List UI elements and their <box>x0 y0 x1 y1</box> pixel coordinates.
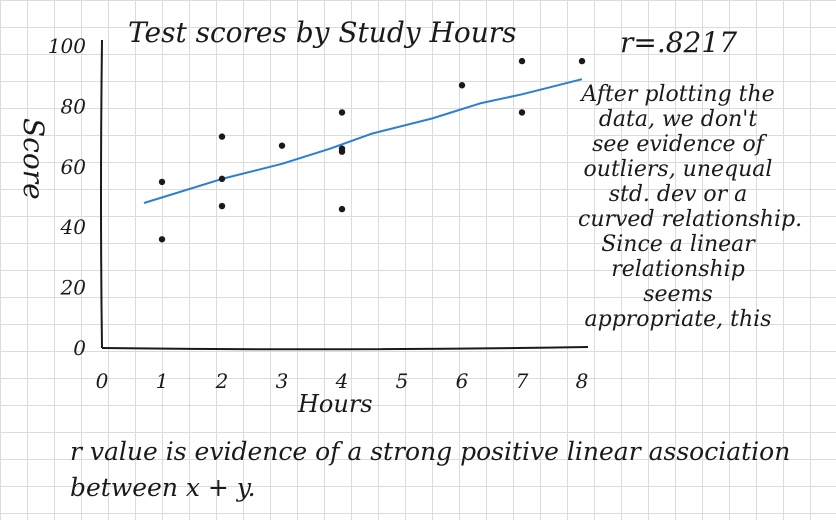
x-tick-label: 6 <box>456 369 469 393</box>
note-line: std. dev or a <box>608 182 748 207</box>
note-line: After plotting the <box>581 82 775 107</box>
note-line: relationship <box>611 257 745 282</box>
y-tick-label: 20 <box>60 276 87 300</box>
x-tick-label: 8 <box>576 369 589 393</box>
x-tick-label: 1 <box>156 369 169 393</box>
data-points <box>158 57 586 243</box>
x-tick-label: 0 <box>96 369 109 393</box>
note-line: appropriate, this <box>584 307 772 332</box>
data-point <box>338 205 346 213</box>
data-point <box>518 109 526 116</box>
data-point <box>458 82 466 89</box>
r-value-annotation: r=.8217 <box>620 26 738 59</box>
x-axis-label: Hours <box>298 390 373 418</box>
data-point <box>518 57 526 65</box>
y-tick-label: 0 <box>73 336 86 360</box>
x-tick-label: 7 <box>516 369 529 393</box>
data-point <box>578 57 586 65</box>
note-line: data, we don't <box>598 107 758 132</box>
y-tick-label: 60 <box>61 155 87 179</box>
conclusion-line: r value is evidence of a strong positive… <box>70 437 791 466</box>
x-tick-label: 5 <box>396 369 409 393</box>
data-point <box>158 236 166 243</box>
data-point <box>218 175 226 183</box>
y-tick-label: 100 <box>48 34 86 58</box>
note-line: curved relationship. <box>578 207 803 232</box>
data-point <box>158 178 166 186</box>
data-point <box>338 109 346 116</box>
y-tick-label: 80 <box>61 94 87 118</box>
note-line: Since a linear <box>601 232 755 257</box>
x-axis-line <box>101 346 589 351</box>
x-tick-label: 3 <box>276 369 289 393</box>
x-tick-label: 4 <box>335 369 349 393</box>
data-point <box>218 133 226 140</box>
side-notes: After plotting the data, we don't see ev… <box>578 82 803 332</box>
conclusion-text: r value is evidence of a strong positive… <box>70 434 830 506</box>
note-line: see evidence of <box>592 132 764 157</box>
trend-line <box>143 78 583 204</box>
data-point <box>278 142 286 149</box>
note-line: seems <box>643 282 713 307</box>
y-axis-line <box>100 39 103 349</box>
chart-title: Test scores by Study Hours <box>128 16 517 49</box>
data-point <box>338 145 346 152</box>
axes <box>100 39 589 351</box>
data-point <box>218 202 226 210</box>
trend-line-layer <box>143 78 583 204</box>
conclusion-line: between x + y. <box>70 473 256 502</box>
note-line: outliers, unequal <box>583 157 773 182</box>
x-tick-label: 2 <box>215 369 229 393</box>
y-tick-label: 40 <box>60 215 87 239</box>
